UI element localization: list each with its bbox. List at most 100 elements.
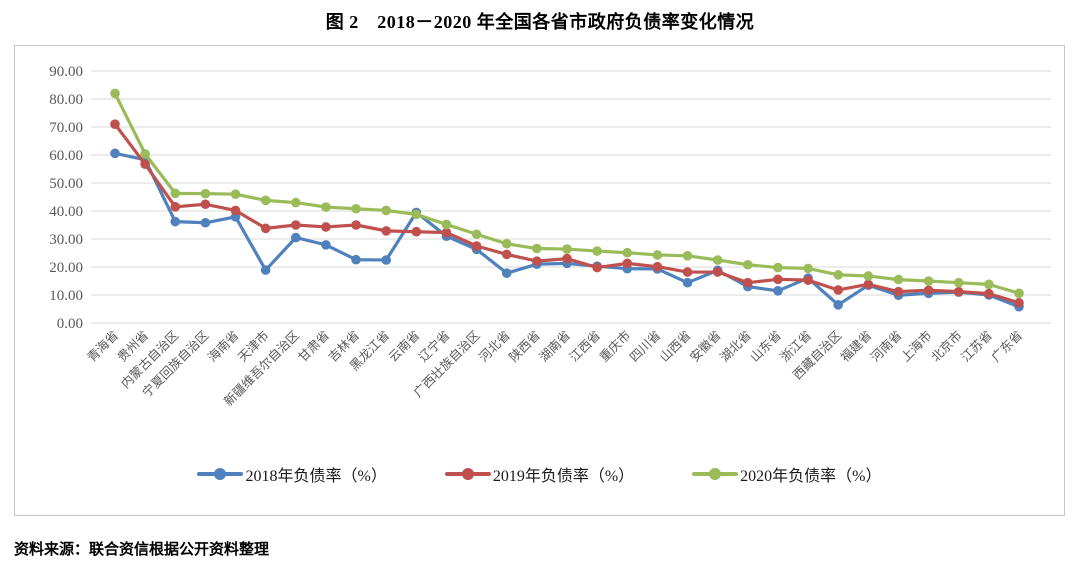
series-2020-marker xyxy=(200,188,211,199)
series-2019-marker xyxy=(592,262,602,273)
series-2019-marker xyxy=(682,267,693,277)
legend-item-2018: 2018年负债率（%） xyxy=(197,462,387,486)
series-2020-marker xyxy=(291,197,301,208)
x-tick-label: 福建省 xyxy=(837,328,874,365)
x-tick-label: 山西省 xyxy=(657,328,693,364)
series-2019-marker xyxy=(260,223,271,234)
series-2018-marker xyxy=(351,254,361,265)
x-tick-label: 北京市 xyxy=(928,328,965,365)
series-2019-marker xyxy=(230,205,241,216)
y-tick-label: 90.00 xyxy=(49,64,83,80)
y-tick-label: 50.00 xyxy=(49,176,83,192)
series-2020-marker xyxy=(351,203,361,214)
series-2019-marker xyxy=(140,159,150,170)
series-2018-marker xyxy=(321,240,331,250)
series-2019-marker xyxy=(652,261,663,272)
debt-chart-svg: 90.00 80.00 70.00 60.00 50.00 40.00 30.00 20.00… xyxy=(49,64,1051,409)
series-2019-line xyxy=(113,122,1021,305)
x-tick-label: 云南省 xyxy=(385,328,422,365)
series-2018-marker xyxy=(200,217,211,228)
y-tick-label: 30.00 xyxy=(49,232,83,248)
x-tick-label: 山东省 xyxy=(748,328,784,364)
series-2019-marker xyxy=(381,226,392,236)
y-tick-label: 10.00 xyxy=(49,288,83,304)
series-2019-marker xyxy=(833,285,843,295)
series-2019-marker xyxy=(773,274,783,285)
source-note: 资料来源：联合资信根据公开资料整理 xyxy=(14,542,270,558)
series-2018-marker xyxy=(260,265,271,275)
series-2019-marker xyxy=(953,286,964,297)
y-tick-label: 0.00 xyxy=(57,316,83,332)
series-2019-marker xyxy=(200,199,211,210)
series-2020-marker xyxy=(833,270,843,280)
series-2020-marker xyxy=(863,271,874,281)
y-tick-label: 70.00 xyxy=(49,120,83,136)
series-2018-marker xyxy=(501,268,512,278)
x-tick-label: 广东省 xyxy=(989,328,1025,364)
series-2020-marker xyxy=(321,202,331,212)
x-tick-label: 江苏省 xyxy=(958,328,995,365)
chart-title: 图 2 2018－2020 年全国各省市政府负债率变化情况 xyxy=(325,12,755,32)
series-2020-marker xyxy=(501,238,512,249)
series-2020-marker xyxy=(773,262,783,273)
series-2019-marker xyxy=(321,222,331,232)
series-2020-marker xyxy=(471,229,482,240)
x-tick-label: 河南省 xyxy=(867,328,904,365)
chart-legend: 2018年负债率（%） 2019年负债率（%） 2020年负债率（%） xyxy=(15,462,1064,486)
series-2019-marker xyxy=(622,258,633,269)
series-2018-marker xyxy=(773,286,783,296)
series-2020-marker xyxy=(743,259,753,270)
x-tick-label: 四川省 xyxy=(627,328,663,364)
x-tick-label: 湖北省 xyxy=(717,328,754,365)
y-tick-label: 80.00 xyxy=(49,92,83,108)
series-2020-marker xyxy=(682,251,693,261)
x-tick-label: 甘肃省 xyxy=(296,328,332,364)
series-2020-marker xyxy=(562,244,572,254)
chart-frame: 90.00 80.00 70.00 60.00 50.00 40.00 30.00 20.00… xyxy=(14,45,1065,516)
series-2019-marker xyxy=(1014,298,1024,308)
series-2019-marker xyxy=(893,286,904,297)
series-2020-marker xyxy=(441,219,452,230)
legend-marker-2020 xyxy=(692,468,739,480)
x-tick-label: 海南省 xyxy=(205,328,242,365)
series-2019-marker xyxy=(532,256,542,266)
series-2020-marker xyxy=(110,88,120,99)
x-tick-label: 重庆市 xyxy=(596,328,633,365)
series-2020-marker xyxy=(260,195,271,206)
x-tick-label: 安徽省 xyxy=(687,328,724,365)
series-2019-marker xyxy=(170,202,181,212)
series-2020-marker xyxy=(893,274,904,285)
series-2020-marker xyxy=(622,247,633,258)
series-2020-marker xyxy=(712,255,723,265)
series-2019-marker xyxy=(411,226,422,237)
series-2018-marker xyxy=(110,148,120,159)
series-2020-marker xyxy=(984,279,994,290)
series-2019-marker xyxy=(471,241,482,251)
legend-item-2020: 2020年负债率（%） xyxy=(692,462,882,486)
series-2019-marker xyxy=(743,277,753,288)
legend-item-2019: 2019年负债率（%） xyxy=(444,462,635,486)
x-tick-label: 湖南省 xyxy=(536,328,573,365)
series-2018-marker xyxy=(833,300,843,310)
legend-marker-2019 xyxy=(444,468,491,480)
series-2018-marker xyxy=(170,216,181,227)
x-tick-label: 陕西省 xyxy=(506,328,543,365)
series-2020-marker xyxy=(953,277,964,288)
y-tick-label: 20.00 xyxy=(49,260,83,276)
series-2018-line xyxy=(113,151,1021,309)
legend-label-2018: 2018年负债率（%） xyxy=(245,468,387,485)
series-2020-marker xyxy=(803,263,813,274)
legend-label-2019: 2019年负债率（%） xyxy=(492,468,635,485)
series-2019-marker xyxy=(712,267,723,277)
series-2019-marker xyxy=(863,279,874,290)
series-2020-marker xyxy=(1014,288,1024,299)
x-tick-label: 青海省 xyxy=(84,328,121,365)
series-2019-marker xyxy=(923,285,934,296)
x-tick-label: 上海市 xyxy=(898,328,935,365)
y-tick-label: 40.00 xyxy=(49,204,83,220)
series-2020-marker xyxy=(532,243,542,254)
series-2020-marker xyxy=(381,205,392,216)
series-2020-marker xyxy=(592,246,602,256)
series-2019-marker xyxy=(562,253,572,264)
series-2019-marker xyxy=(501,249,512,260)
